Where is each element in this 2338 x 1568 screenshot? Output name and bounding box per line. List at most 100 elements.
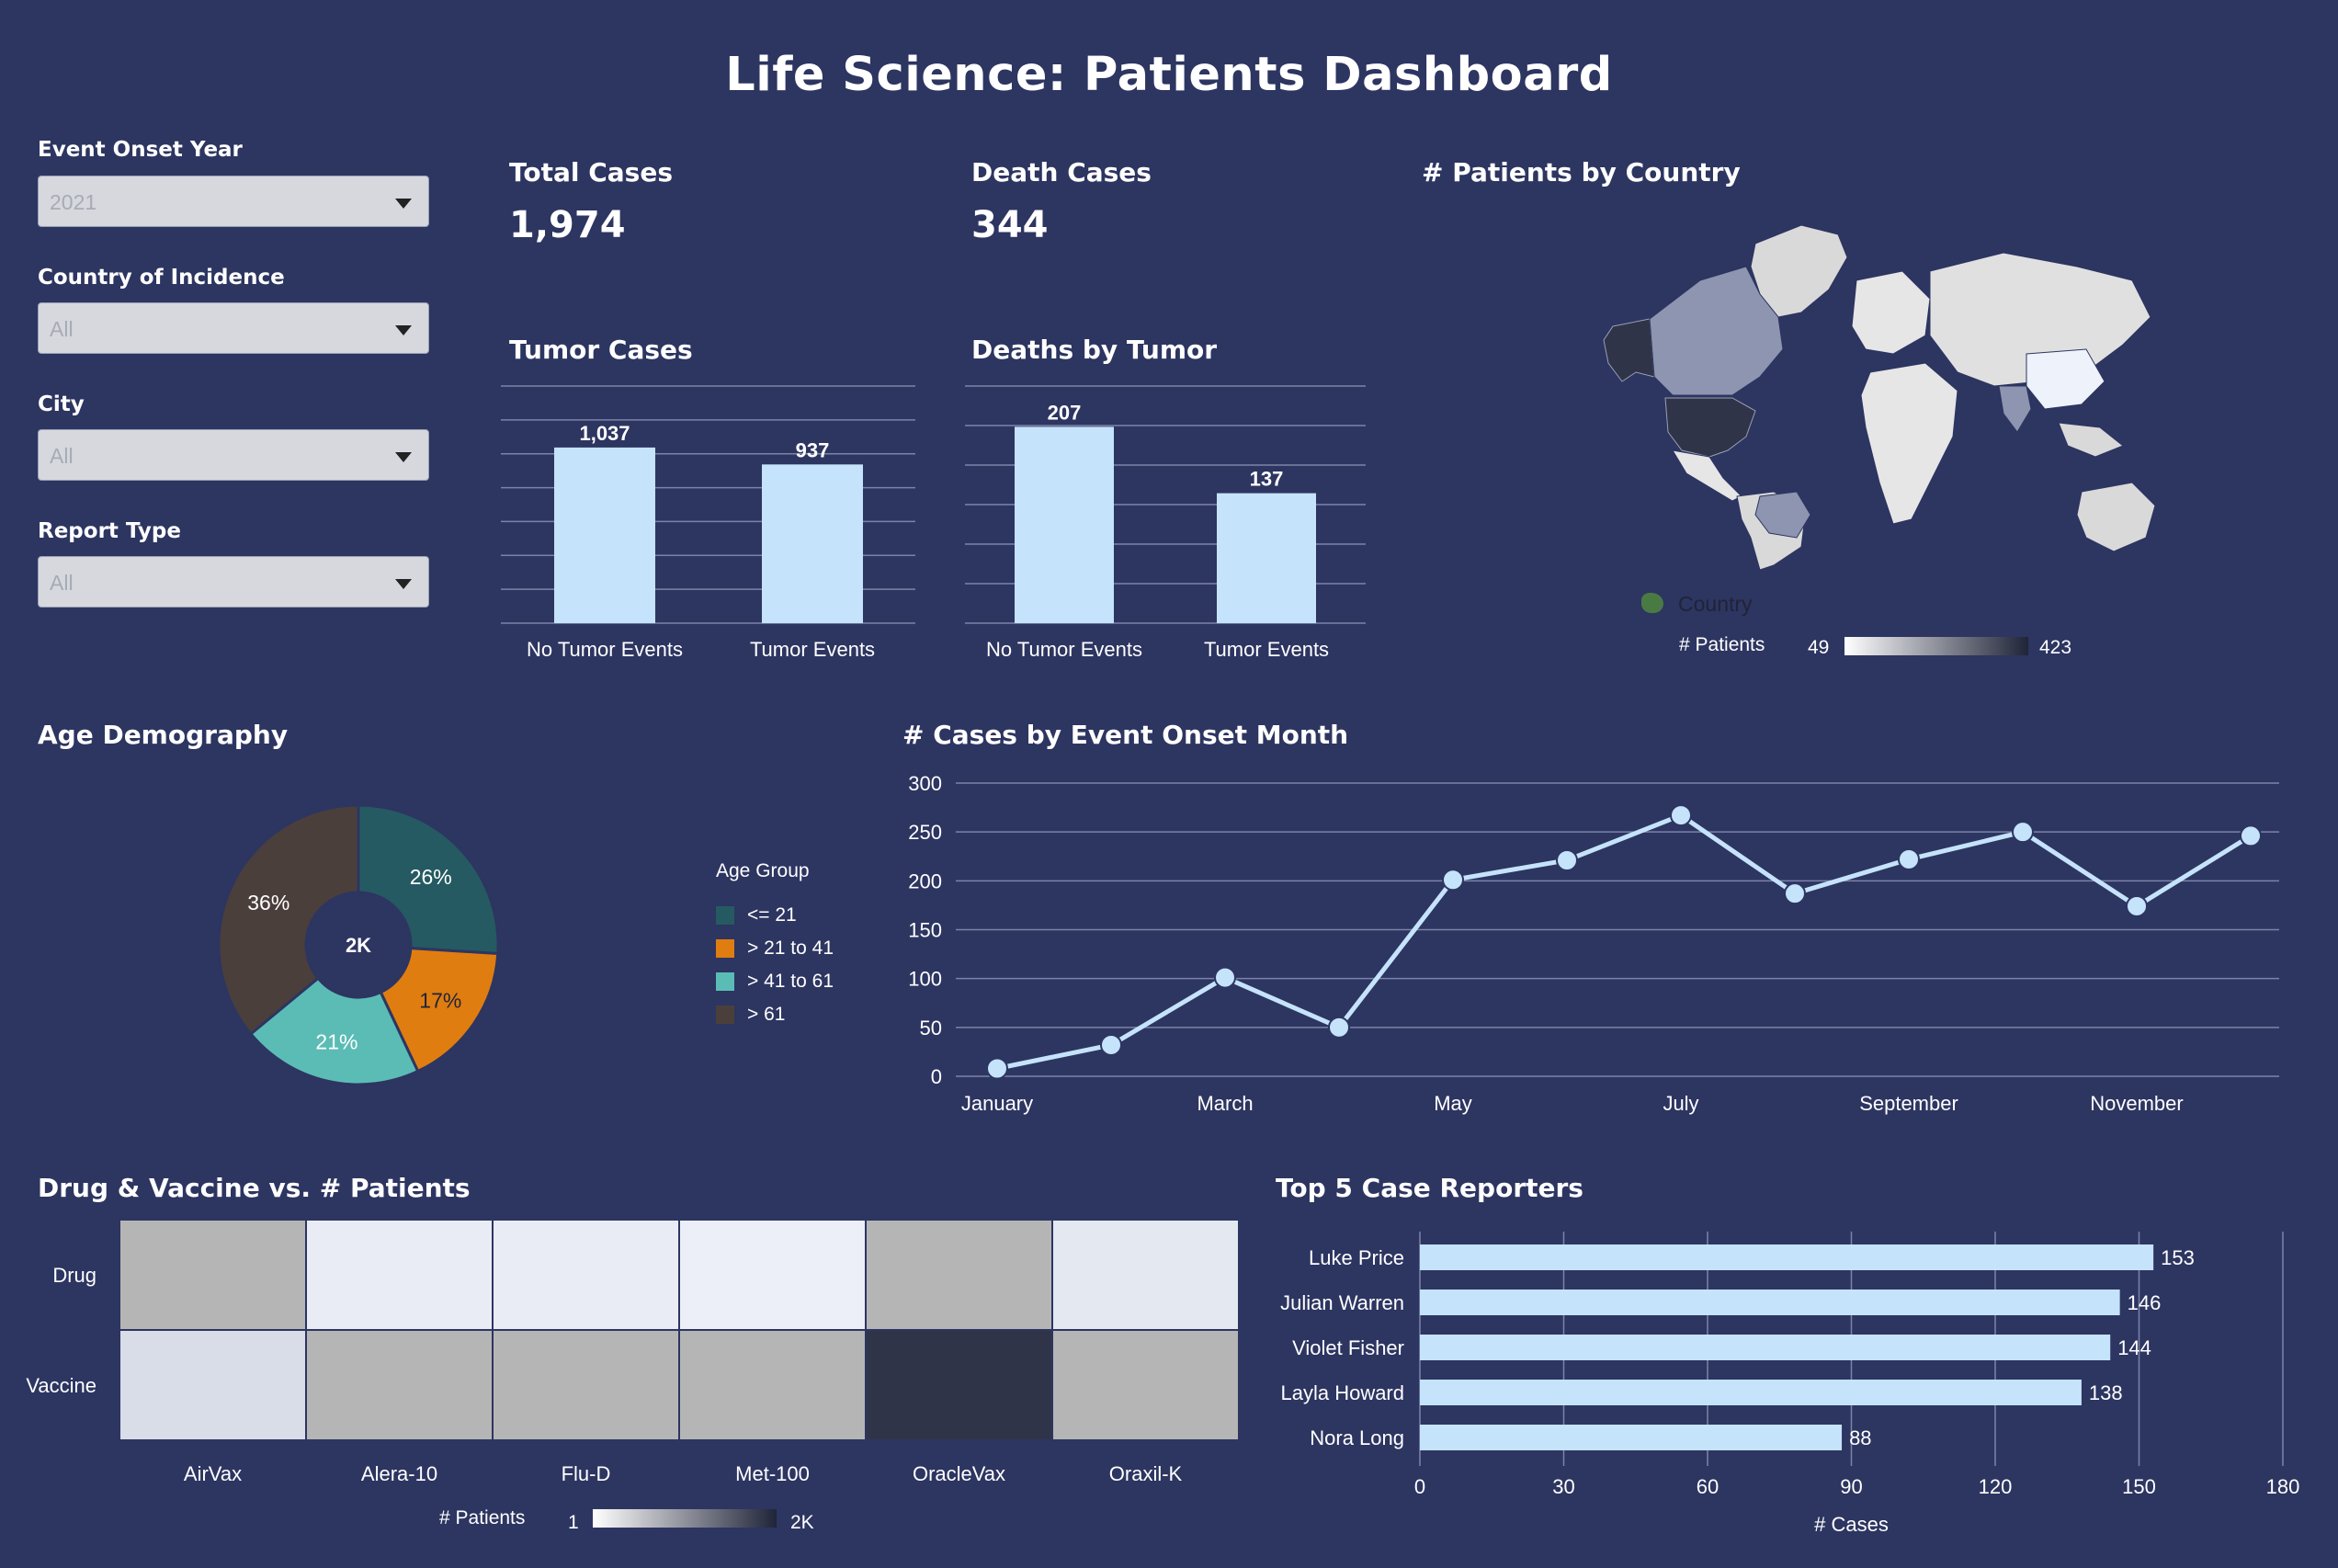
y-tick-label: 0 <box>931 1065 942 1088</box>
map-se-asia[interactable] <box>2058 422 2124 458</box>
map-canada[interactable] <box>1649 266 1784 396</box>
map-legend-patients-label: # Patients <box>1679 634 1765 655</box>
map-mexico[interactable] <box>1672 449 1742 502</box>
bar-value-label: 138 <box>2089 1381 2123 1404</box>
bar-value-label: 153 <box>2161 1246 2195 1269</box>
heatmap-legend-label: # Patients <box>439 1507 526 1528</box>
category-label: Tumor Events <box>1204 638 1329 661</box>
legend-item[interactable]: <= 21 <box>716 899 834 932</box>
y-tick-label: 250 <box>908 821 942 844</box>
x-tick-label: May <box>1434 1092 1472 1115</box>
bar-value-label: 146 <box>2128 1291 2162 1314</box>
donut-slice[interactable] <box>357 803 500 956</box>
donut-center-label: 2K <box>346 934 371 957</box>
y-tick-label: 300 <box>908 772 942 795</box>
x-tick-label: 150 <box>2122 1475 2156 1498</box>
legend-swatch <box>716 1006 734 1024</box>
heatmap-cell <box>492 1329 680 1441</box>
heatmap-legend-min: 1 <box>568 1512 579 1533</box>
bar <box>1015 426 1114 623</box>
map-australia[interactable] <box>2076 482 2156 552</box>
x-tick-label: January <box>961 1092 1033 1115</box>
heatmap-cell <box>865 1219 1053 1331</box>
map-usa[interactable] <box>1664 397 1756 458</box>
bar <box>1420 1290 2120 1315</box>
heatmap-cell <box>678 1329 867 1441</box>
age-donut-chart[interactable]: 26% 17% 21% 36% 2K <box>211 798 505 1092</box>
map-africa[interactable] <box>1860 362 1958 525</box>
dropdown-value: 2021 <box>50 190 97 214</box>
x-tick-label: July <box>1663 1092 1698 1115</box>
data-point <box>1898 847 1920 870</box>
heatmap-legend-max: 2K <box>790 1512 814 1533</box>
legend-item[interactable]: > 21 to 41 <box>716 932 834 965</box>
tumor-cases-chart: 1,037 No Tumor Events 937 Tumor Events <box>501 385 915 661</box>
bar <box>554 447 655 623</box>
heatmap-cell <box>119 1219 307 1331</box>
heatmap-cell <box>305 1329 494 1441</box>
heatmap-cell <box>1051 1329 1240 1441</box>
age-legend: <= 21 > 21 to 41 > 41 to 61 > 61 <box>716 899 834 1031</box>
bar <box>1420 1425 1843 1450</box>
row-label: Drug <box>52 1264 96 1287</box>
legend-item[interactable]: > 61 <box>716 998 834 1031</box>
map-china[interactable] <box>2026 348 2105 410</box>
country-dropdown[interactable]: All <box>38 302 429 354</box>
legend-item[interactable]: > 41 to 61 <box>716 965 834 998</box>
x-tick-label: 0 <box>1414 1475 1425 1498</box>
filter-label-year: Event Onset Year <box>38 138 243 162</box>
legend-label: > 41 to 61 <box>747 971 834 992</box>
column-label: Alera-10 <box>361 1462 437 1485</box>
bar-value-label: 1,037 <box>579 422 630 445</box>
legend-label: > 61 <box>747 1004 786 1025</box>
data-point <box>1214 966 1236 989</box>
data-point <box>1784 882 1806 905</box>
data-point <box>986 1057 1008 1080</box>
x-tick-label: 60 <box>1697 1475 1719 1498</box>
map-europe[interactable] <box>1851 270 1931 355</box>
map-color-scale <box>1844 637 2028 655</box>
y-tick-label: 100 <box>908 968 942 991</box>
slice-label: 21% <box>315 1029 358 1053</box>
legend-swatch <box>716 906 734 925</box>
category-label: Violet Fisher <box>1292 1336 1404 1359</box>
chevron-down-icon <box>395 452 412 462</box>
column-label: Flu-D <box>562 1462 611 1485</box>
event-onset-year-dropdown[interactable]: 2021 <box>38 176 429 227</box>
heatmap-title: Drug & Vaccine vs. # Patients <box>38 1173 471 1203</box>
map-greenland[interactable] <box>1750 224 1848 318</box>
world-map[interactable] <box>1562 216 2160 574</box>
data-point <box>1556 849 1578 872</box>
map-asia[interactable] <box>1929 252 2151 387</box>
filter-label-country: Country of Incidence <box>38 266 285 290</box>
data-point <box>2240 824 2262 847</box>
total-cases-value: 1,974 <box>509 204 626 246</box>
legend-swatch <box>716 972 734 991</box>
heatmap-cell <box>1051 1219 1240 1331</box>
slice-label: 36% <box>247 891 289 915</box>
map-india[interactable] <box>1998 385 2032 433</box>
donut-slice[interactable] <box>379 946 500 1074</box>
map-legend-max: 423 <box>2039 637 2072 658</box>
row-label: Vaccine <box>26 1374 96 1397</box>
column-label: Oraxil-K <box>1109 1462 1183 1485</box>
map-legend-country: Country <box>1678 592 1753 616</box>
report-type-dropdown[interactable]: All <box>38 556 429 608</box>
legend-label: > 21 to 41 <box>747 937 834 959</box>
y-tick-label: 50 <box>920 1017 942 1040</box>
category-label: Layla Howard <box>1280 1381 1404 1404</box>
tumor-cases-title: Tumor Cases <box>509 335 693 365</box>
map-brazil[interactable] <box>1754 491 1811 539</box>
map-alaska[interactable] <box>1603 318 1655 382</box>
death-cases-label: Death Cases <box>971 157 1152 187</box>
category-label: Julian Warren <box>1280 1291 1404 1314</box>
data-point <box>1442 869 1464 892</box>
donut-slice[interactable] <box>217 803 360 1037</box>
dropdown-value: All <box>50 444 74 468</box>
chevron-down-icon <box>395 325 412 335</box>
city-dropdown[interactable]: All <box>38 429 429 481</box>
donut-slice[interactable] <box>248 976 420 1086</box>
data-point <box>1670 804 1692 827</box>
dashboard-title: Life Science: Patients Dashboard <box>725 48 1613 102</box>
heatmap-cell <box>119 1329 307 1441</box>
